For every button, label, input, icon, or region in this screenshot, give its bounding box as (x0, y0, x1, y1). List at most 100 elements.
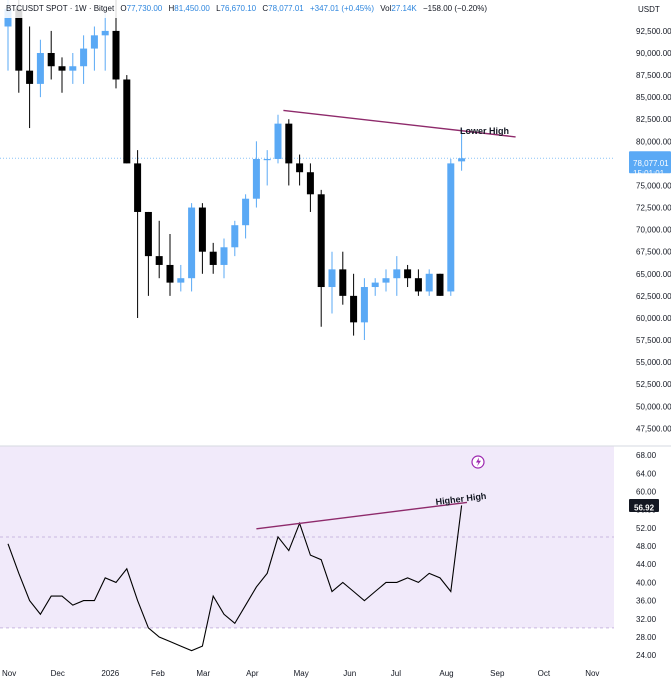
currency-label: USDT (638, 5, 660, 14)
rsi-tick-label: 36.00 (636, 597, 657, 606)
time-tick-label: Sep (490, 669, 505, 678)
candle-body (15, 8, 23, 71)
price-tick-label: 55,000.00 (636, 358, 671, 367)
candle-body (382, 278, 390, 283)
low-label: L (216, 4, 221, 13)
ohlc-legend: BTCUSDT SPOT · 1W · Bitget O77,730.00 H8… (0, 0, 492, 18)
candle-body (166, 264, 174, 283)
price-tick-label: 50,000.00 (636, 402, 671, 411)
price-tick-label: 72,500.00 (636, 204, 671, 213)
candle-body (371, 282, 379, 288)
rsi-tick-label: 48.00 (636, 542, 657, 551)
time-tick-label: May (294, 669, 309, 678)
candle-body (26, 70, 34, 84)
price-tick-label: 82,500.00 (636, 115, 671, 124)
candle-body (339, 269, 347, 296)
volume-label: Vol (380, 4, 392, 13)
time-tick-label: Oct (538, 669, 551, 678)
candle-body (58, 66, 66, 71)
change-value: +347.01 (+0.45%) (309, 4, 375, 13)
candle-body (36, 52, 44, 84)
price-tick-label: 80,000.00 (636, 137, 671, 146)
rsi-tick-label: 44.00 (636, 560, 657, 569)
price-tick-label: 65,000.00 (636, 270, 671, 279)
price-tick-label: 62,500.00 (636, 292, 671, 301)
candle-body (404, 269, 412, 279)
rsi-tick-label: 68.00 (636, 451, 657, 460)
candle-body (317, 194, 325, 288)
candle-body (360, 287, 368, 323)
candle-body (69, 66, 77, 71)
price-tick-label: 90,000.00 (636, 49, 671, 58)
price-tick-label: 75,000.00 (636, 181, 671, 190)
rsi-tick-label: 60.00 (636, 487, 657, 496)
candle-body (447, 163, 455, 292)
candle-body (414, 278, 422, 292)
time-tick-label: Mar (196, 669, 210, 678)
candle-body (112, 30, 120, 80)
bar-countdown: 15:01:01 (633, 169, 665, 178)
lower-high-trendline (283, 109, 516, 138)
rsi-tick-label: 28.00 (636, 633, 657, 642)
time-tick-label: Jul (391, 669, 401, 678)
candle-body (296, 163, 304, 173)
price-tick-label: 67,500.00 (636, 248, 671, 257)
price-tick-label: 60,000.00 (636, 314, 671, 323)
time-tick-label: Dec (51, 669, 65, 678)
candle-body (393, 269, 401, 279)
time-tick-label: Nov (2, 669, 16, 678)
rsi-tick-label: 32.00 (636, 615, 657, 624)
candle-body (242, 198, 250, 226)
candle-body (425, 273, 433, 292)
candle-body (263, 158, 271, 161)
rsi-panel (7, 505, 463, 652)
last-price-tag: 78,077.01 15:01:01 (629, 151, 671, 178)
price-tick-label: 87,500.00 (636, 71, 671, 80)
candle-body (350, 295, 358, 323)
open-value: 77,730.00 (126, 4, 163, 13)
candle-body (231, 225, 239, 248)
time-tick-label: Jun (343, 669, 356, 678)
time-tick-label: Aug (439, 669, 453, 678)
candle-body (80, 48, 88, 67)
candle-body (101, 30, 109, 36)
candle-body (144, 211, 152, 257)
low-value: 76,670.10 (220, 4, 257, 13)
price-tick-label: 47,500.00 (636, 424, 671, 433)
candle-body (47, 52, 55, 67)
candle-body (306, 172, 314, 195)
candle-body (134, 163, 142, 212)
delta-value: −158.00 (−0.20%) (422, 4, 488, 13)
price-tick-label: 52,500.00 (636, 380, 671, 389)
alert-flash-icon[interactable] (471, 455, 485, 469)
candle-body (123, 79, 131, 164)
price-tick-label: 57,500.00 (636, 336, 671, 345)
candle-body (328, 269, 336, 288)
candle-body (155, 256, 163, 265)
candle-body (90, 35, 98, 49)
higher-high-trendline (256, 501, 468, 530)
candle-body (274, 123, 282, 159)
time-tick-label: 2026 (101, 669, 119, 678)
rsi-value: 56.92 (634, 504, 655, 513)
candle-body (436, 273, 444, 296)
time-tick-label: Feb (151, 669, 165, 678)
symbol-title[interactable]: BTCUSDT SPOT · 1W · Bitget (6, 4, 115, 13)
high-value: 81,450.00 (174, 4, 210, 13)
rsi-tick-label: 40.00 (636, 578, 657, 587)
candle-body (458, 158, 466, 162)
price-tick-label: 70,000.00 (636, 226, 671, 235)
last-price-value: 78,077.01 (633, 159, 669, 168)
high-label: H (168, 4, 175, 13)
volume-value: 27.14K (391, 4, 417, 13)
candle-body (188, 207, 196, 279)
time-tick-label: Nov (585, 669, 599, 678)
time-tick-label: Apr (246, 669, 259, 678)
rsi-tick-label: 24.00 (636, 651, 657, 660)
candle-body (209, 251, 217, 265)
price-tick-label: 85,000.00 (636, 93, 671, 102)
lower-high-label: Lower High (460, 126, 509, 136)
candle-body (285, 123, 293, 164)
rsi-tick-label: 52.00 (636, 524, 657, 533)
